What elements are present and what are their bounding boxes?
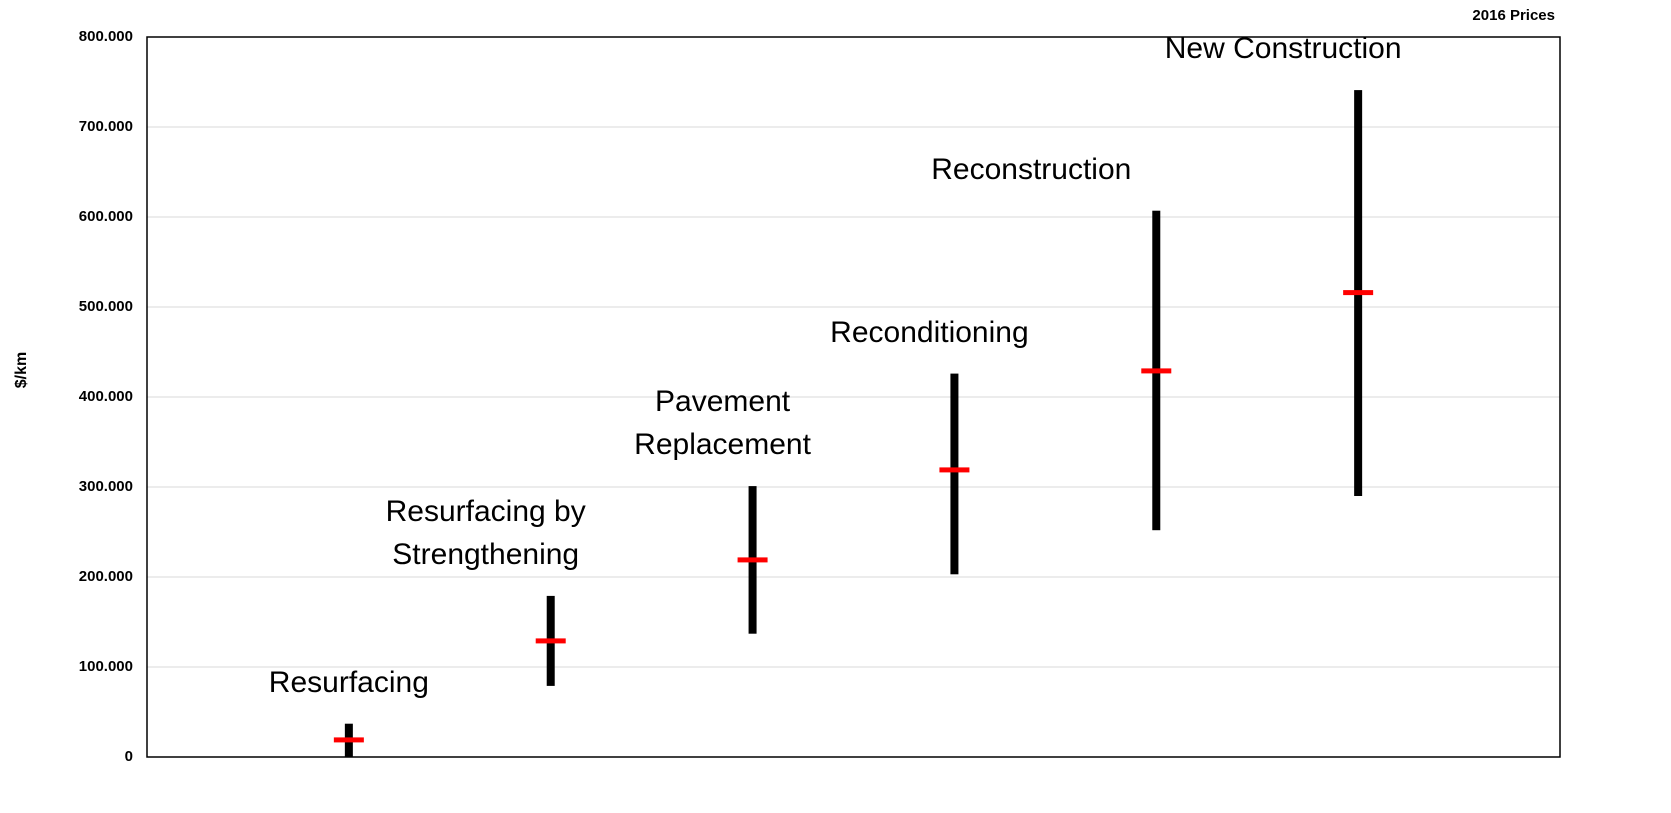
category-label: Pavement Replacement <box>634 385 811 462</box>
mid-marker <box>1343 290 1374 296</box>
y-tick-label: 800.000 <box>79 28 133 45</box>
category-label: Resurfacing by Strengthening <box>385 494 586 571</box>
y-tick-label: 400.000 <box>79 388 133 405</box>
mid-marker <box>939 467 970 473</box>
y-tick-label: 700.000 <box>79 118 133 135</box>
plot-border <box>146 36 1561 758</box>
y-tick-label: 600.000 <box>79 208 133 225</box>
mid-marker <box>535 638 566 644</box>
y-tick-label: 0 <box>125 748 133 765</box>
category-label: Reconditioning <box>830 315 1029 349</box>
category-label: Resurfacing <box>268 665 429 699</box>
note: 2016 Prices <box>1472 7 1555 24</box>
y-tick-label: 100.000 <box>79 658 133 675</box>
y-tick-label: 200.000 <box>79 568 133 585</box>
range-bar <box>950 373 959 575</box>
category-label: New Construction <box>1164 32 1402 66</box>
y-tick-label: 500.000 <box>79 298 133 315</box>
y-tick-label: 300.000 <box>79 478 133 495</box>
y-axis-title: $/km <box>13 352 30 388</box>
mid-marker <box>737 557 768 563</box>
category-label: Reconstruction <box>931 152 1132 186</box>
mid-marker <box>1141 368 1172 374</box>
mid-marker <box>333 737 364 743</box>
